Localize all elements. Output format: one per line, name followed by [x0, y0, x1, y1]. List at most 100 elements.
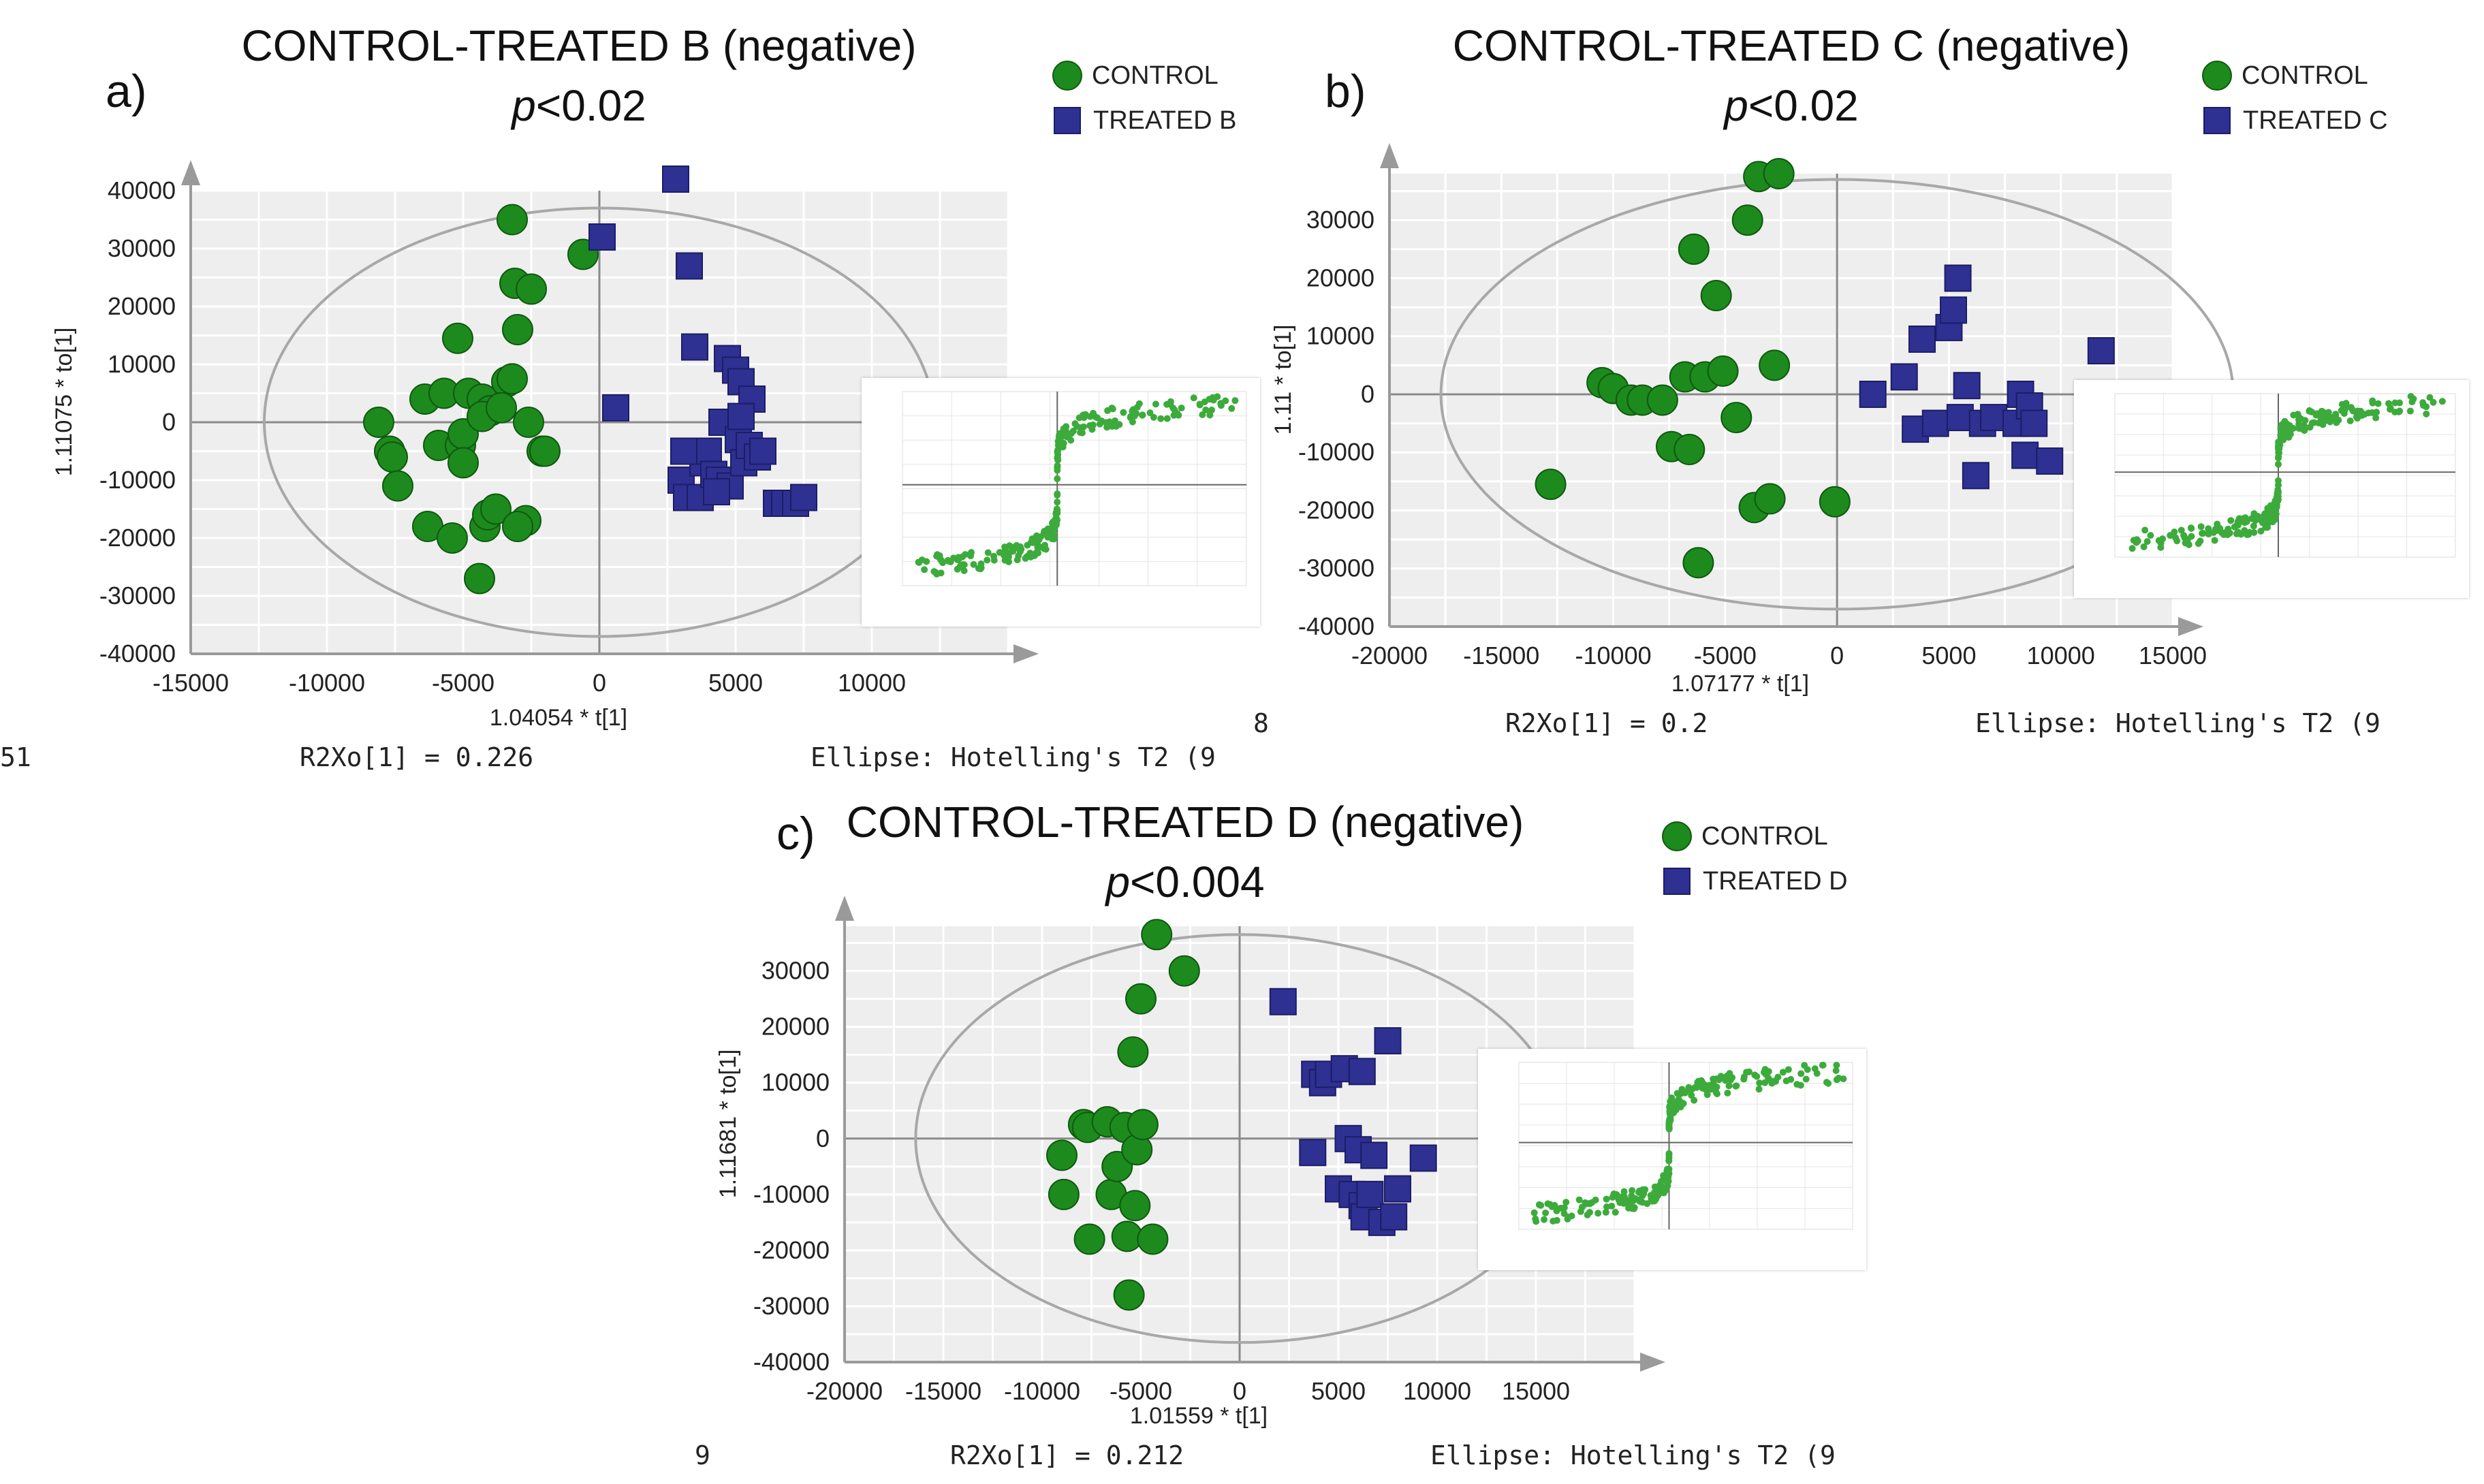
inset-point	[1733, 1082, 1740, 1090]
inset-point	[1713, 1084, 1720, 1091]
y-tick-label: 30000	[108, 234, 176, 262]
treated-point	[1980, 404, 2008, 432]
inset-point	[930, 568, 938, 575]
legend-item-treated: TREATED B	[1052, 98, 1236, 143]
treated-point	[1409, 1144, 1437, 1172]
inset-point	[1656, 1186, 1663, 1194]
control-point	[516, 273, 547, 305]
x-tick-label: 5000	[1311, 1377, 1366, 1405]
control-point	[1646, 384, 1678, 416]
inset-point	[2244, 531, 2251, 539]
inset-point	[2195, 540, 2202, 548]
inset-point	[1832, 1067, 1840, 1074]
inset-point	[2199, 530, 2206, 537]
control-point	[480, 493, 512, 525]
inset-point	[939, 559, 947, 567]
p-value: p<0.02	[1724, 81, 1859, 130]
r2xo-value: R2Xo[1] = 0.212	[950, 1440, 1184, 1470]
inset-point	[1779, 1069, 1787, 1076]
inset-point	[2341, 407, 2348, 414]
inset-point	[1127, 413, 1135, 420]
footer-fragment: 9	[695, 1440, 710, 1470]
circle-marker-icon	[1662, 821, 1692, 851]
x-tick-label: -15000	[1463, 642, 1539, 669]
inset-point	[2188, 524, 2195, 532]
control-point	[437, 522, 468, 554]
inset-point	[1575, 1196, 1583, 1203]
control-point	[1819, 486, 1851, 518]
control-point	[1127, 1109, 1159, 1141]
treated-point	[749, 437, 776, 465]
inset-point	[1196, 400, 1204, 408]
treated-point	[1940, 296, 1967, 324]
y-tick-label: 20000	[761, 1013, 830, 1041]
inset-point	[1537, 1201, 1545, 1209]
treated-point	[2020, 409, 2048, 437]
inset-point	[1629, 1187, 1636, 1195]
inset-point	[1740, 1075, 1748, 1083]
inset-point	[1665, 1165, 1673, 1173]
inset-point	[2159, 535, 2167, 543]
inset-point	[1092, 413, 1099, 421]
inset-point	[933, 552, 941, 560]
inset-point	[2250, 510, 2258, 518]
inset-point	[1608, 1202, 1616, 1210]
inset-point	[1530, 1209, 1538, 1216]
inset-point	[1603, 1203, 1610, 1211]
control-point	[1137, 1223, 1169, 1255]
control-point	[1125, 983, 1157, 1015]
inset-point	[1661, 1173, 1668, 1181]
control-point	[377, 441, 408, 473]
inset-point	[1064, 430, 1071, 438]
treated-point	[1269, 988, 1297, 1015]
inset-point	[2261, 516, 2268, 523]
inset-point	[1692, 1084, 1699, 1091]
inset-point	[2285, 434, 2293, 441]
x-tick-label: 0	[593, 669, 606, 697]
x-tick-label: -5000	[1110, 1377, 1172, 1405]
treated-point	[1374, 1027, 1402, 1055]
inset-point	[984, 549, 992, 556]
inset-point	[1532, 1218, 1540, 1225]
inset-point	[2274, 496, 2282, 503]
inset-point	[1797, 1070, 1805, 1077]
inset-point	[1787, 1075, 1795, 1083]
treated-point	[1944, 264, 1972, 292]
inset-point	[1565, 1214, 1572, 1221]
inset-point	[2269, 514, 2277, 521]
control-point	[1119, 1190, 1151, 1222]
inset-point	[2295, 420, 2303, 428]
control-point	[1073, 1223, 1105, 1255]
loadings-inset	[862, 378, 1260, 627]
inset-point	[2130, 537, 2137, 544]
inset-point	[1553, 1216, 1560, 1224]
x-axis-label: 1.04054 * t[1]	[490, 705, 627, 731]
inset-point	[1146, 409, 1154, 417]
x-tick-label: -15000	[153, 669, 229, 697]
inset-point	[2274, 481, 2282, 489]
inset-point	[1228, 405, 1236, 412]
inset-point	[1027, 539, 1035, 546]
inset-point	[2171, 528, 2178, 535]
y-tick-label: -30000	[99, 582, 176, 610]
y-tick-label: 20000	[108, 292, 176, 320]
inset-point	[2178, 526, 2185, 534]
treated-point	[1890, 363, 1918, 391]
inset-point	[2332, 411, 2340, 418]
inset-point	[1562, 1199, 1570, 1206]
control-point	[497, 363, 528, 395]
inset-point	[1825, 1079, 1832, 1087]
chart-title: CONTROL-TREATED D (negative)	[846, 798, 1524, 847]
inset-point	[2374, 400, 2382, 407]
inset-point	[1199, 411, 1206, 418]
inset-point	[1103, 424, 1111, 431]
y-tick-label: -30000	[1298, 554, 1374, 582]
inset-point	[2365, 409, 2372, 417]
y-axis-arrow	[181, 160, 200, 185]
inset-point	[958, 553, 966, 561]
square-marker-icon	[1663, 868, 1691, 895]
inset-point	[2276, 449, 2283, 456]
inset-point	[1755, 1086, 1763, 1093]
treated-point	[790, 484, 817, 511]
inset-point	[1041, 541, 1049, 549]
